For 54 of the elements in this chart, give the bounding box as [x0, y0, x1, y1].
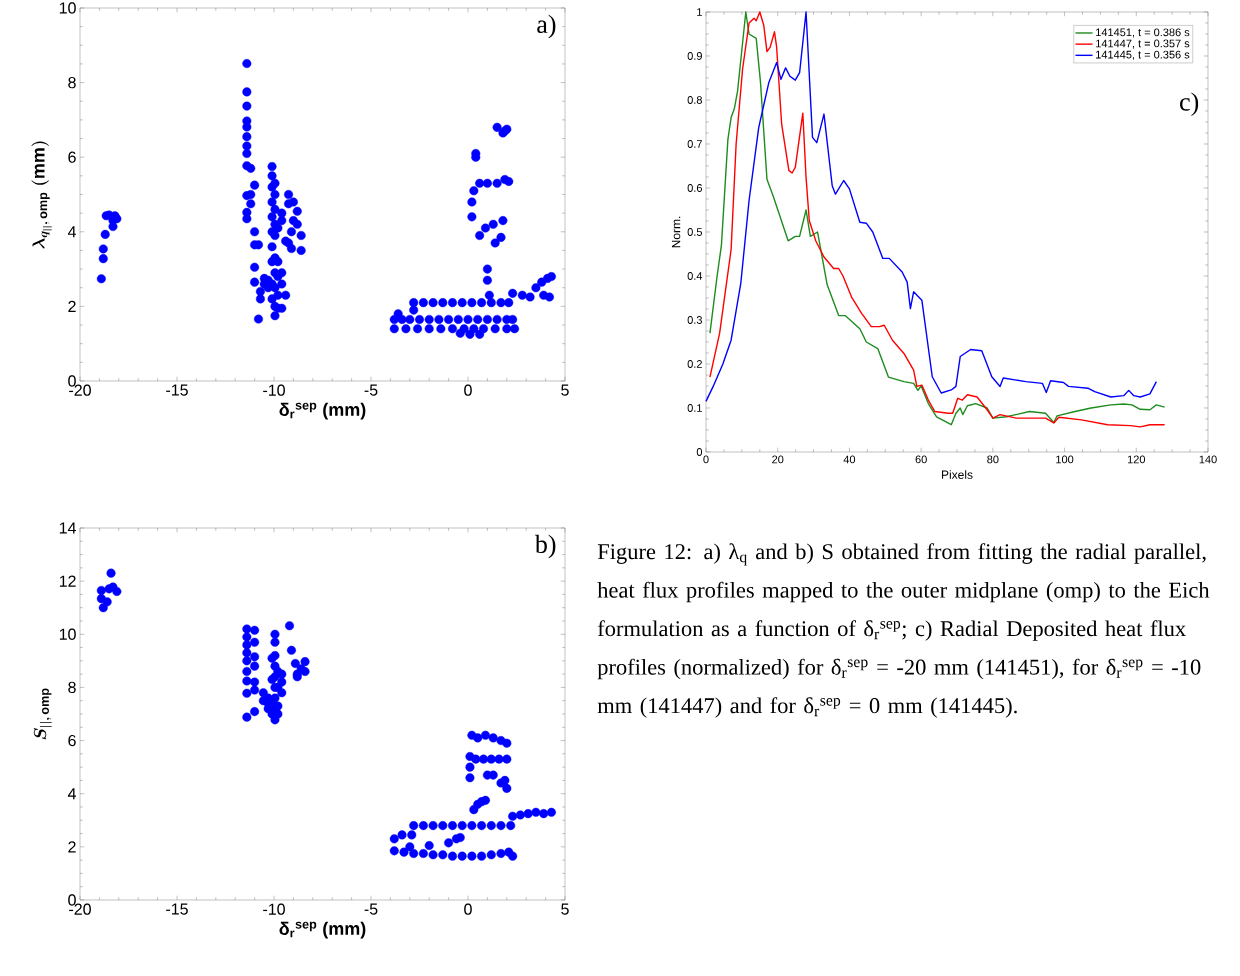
x-axis-title: δ$_{r}$$^{sep}$ (mm)	[279, 921, 366, 939]
y-tick-label: 0.1	[687, 404, 702, 412]
x-tick-label: 40	[843, 455, 856, 464]
annotation: c)	[1180, 92, 1199, 116]
y-tick-label: 1	[697, 8, 702, 16]
y-tick-label: 0.3	[687, 316, 702, 324]
annotation: b)	[534, 534, 556, 559]
x-tick-label: 20	[772, 455, 784, 464]
y-tick-label: 0.4	[687, 272, 703, 280]
y-tick-label: 2	[68, 300, 76, 312]
legend-label: 141447, t = 0.357 s	[1096, 39, 1190, 49]
y-tick-label: 0.5	[687, 228, 702, 236]
y-tick-label: 10	[59, 2, 76, 14]
x-axis-title: Pixels	[941, 470, 973, 479]
y-tick-label: 0.6	[687, 184, 702, 192]
legend-label: 141445, t = 0.356 s	[1096, 50, 1190, 60]
x-tick-label: 120	[1127, 455, 1146, 464]
x-tick-label: 5	[561, 903, 569, 915]
x-tick-label: 0	[703, 455, 709, 464]
text: Figure 12: a) λ$_{q}$ and b) S obtained from fitting the radial parallel, heat flux profiles mapped to the outer midplane (omp) to the Eich formulation as a function of δ$_{r}$$^{sep}$; c) Radial Deposited heat flux profiles (normalized) for δ$_{r}$$^{sep}$ = -20 mm (141451), for δ$_{r}$$^{sep}$ = -10 mm (141447) and for δ$_{r}$$^{sep}$ = 0 mm (141445).	[597, 543, 1210, 718]
y-tick-label: 14	[59, 522, 76, 534]
x-tick-label: 0	[464, 903, 472, 915]
x-tick-label: -15	[166, 384, 188, 396]
y-axis-title: $\lambda_{q_{||},\,\mathrm{omp}}\ \mathrm{(mm)}$	[31, 141, 52, 249]
x-tick-label: 100	[1056, 455, 1074, 464]
x-tick-label: 140	[1199, 455, 1217, 464]
x-tick-label: -10	[263, 903, 285, 915]
x-axis-title: δ$_{r}$$^{sep}$ (mm)	[279, 402, 366, 420]
y-tick-label: 8	[68, 76, 76, 89]
x-tick-label: -10	[263, 384, 285, 396]
y-tick-label: 2	[68, 841, 76, 853]
y-tick-label: 4	[67, 226, 76, 238]
y-axis-title: Norm.	[671, 216, 681, 248]
x-tick-label: 60	[915, 455, 927, 464]
y-tick-label: 0.2	[687, 360, 702, 368]
y-tick-label: 0	[696, 448, 703, 456]
y-axis-title: $S_{||,\,\mathrm{omp}}$	[33, 688, 52, 740]
y-tick-label: 6	[68, 734, 76, 747]
annotation: a)	[537, 14, 556, 39]
y-tick-label: 12	[59, 575, 76, 587]
y-tick-label: 10	[59, 628, 76, 640]
x-tick-label: 5	[561, 384, 569, 396]
legend-label: 141451, t = 0.386 s	[1096, 28, 1190, 38]
y-tick-label: 8	[68, 681, 76, 694]
x-tick-label: -5	[364, 384, 378, 396]
x-tick-label: -15	[166, 903, 188, 915]
y-tick-label: 0.7	[687, 140, 702, 148]
y-tick-label: 6	[68, 151, 76, 163]
y-tick-label: 0.8	[687, 96, 702, 104]
y-tick-label: 0.9	[687, 52, 702, 60]
x-tick-label: 80	[987, 455, 999, 464]
y-tick-label: 4	[67, 788, 76, 800]
x-tick-label: -5	[364, 903, 378, 915]
x-tick-label: 0	[464, 384, 472, 396]
